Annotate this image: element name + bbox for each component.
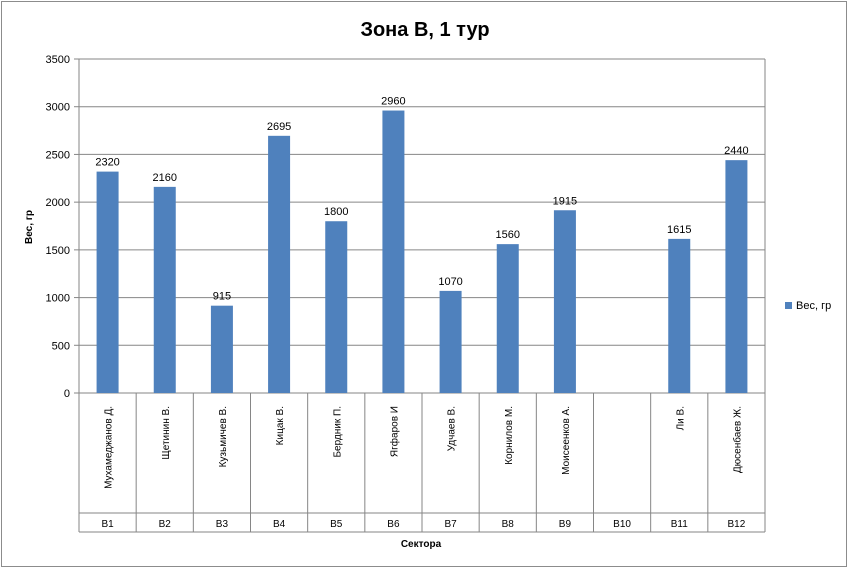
y-tick-label: 1000 bbox=[46, 293, 70, 305]
data-label: 1070 bbox=[438, 276, 462, 288]
bar bbox=[210, 305, 233, 393]
category-name-label: Кузьмичев В. bbox=[218, 406, 229, 467]
legend-swatch bbox=[785, 302, 792, 309]
sector-label: В10 bbox=[613, 519, 631, 530]
sector-label: В11 bbox=[671, 519, 688, 530]
bar bbox=[268, 135, 291, 393]
sector-label: В2 bbox=[159, 519, 172, 530]
data-label: 1915 bbox=[553, 195, 577, 207]
bar bbox=[496, 244, 519, 393]
y-tick-label: 0 bbox=[64, 388, 70, 400]
y-tick-label: 2000 bbox=[46, 197, 70, 209]
category-name-label: Корнилов М. bbox=[504, 406, 515, 465]
y-tick-label: 3500 bbox=[46, 54, 70, 66]
category-name-label: Кицак В. bbox=[275, 406, 286, 445]
y-axis-title: Вес, гр bbox=[24, 210, 35, 244]
category-name-label: Моисеенков А. bbox=[561, 406, 572, 475]
category-name-label: Ягфаров И bbox=[388, 406, 400, 457]
y-tick-label: 1500 bbox=[46, 245, 70, 257]
data-label: 2160 bbox=[153, 172, 177, 184]
data-label: 2695 bbox=[267, 121, 291, 133]
y-tick-label: 2500 bbox=[46, 149, 70, 161]
bar bbox=[325, 221, 348, 393]
data-label: 1615 bbox=[667, 224, 691, 236]
bar bbox=[96, 171, 119, 393]
axes: 0 500 1000 1500 2000 2500 3000 3500 Мухамеджанов… bbox=[46, 54, 766, 533]
legend-label: Вес, гр bbox=[796, 300, 831, 312]
category-name-label: Ли В. bbox=[675, 406, 686, 430]
data-label: 2440 bbox=[724, 145, 748, 157]
sector-label: В3 bbox=[216, 519, 229, 530]
chart-title: Зона В, 1 тур bbox=[360, 19, 489, 41]
data-label: 2960 bbox=[381, 96, 405, 108]
category-name-label: Мухамеджанов Д. bbox=[104, 406, 115, 489]
grid bbox=[79, 58, 765, 394]
y-tick-label: 3000 bbox=[46, 102, 70, 114]
sector-label: В1 bbox=[101, 519, 114, 530]
sector-label: В8 bbox=[502, 519, 515, 530]
sector-label: В9 bbox=[559, 519, 572, 530]
bar bbox=[725, 160, 748, 393]
category-name-label: Удчаев В. bbox=[447, 406, 458, 451]
category-name-label: Бердник П. bbox=[332, 406, 343, 458]
sector-label: В7 bbox=[444, 519, 457, 530]
data-label: 1560 bbox=[496, 229, 520, 241]
data-label: 915 bbox=[213, 291, 231, 303]
bar bbox=[668, 238, 691, 393]
sector-label: В6 bbox=[387, 519, 400, 530]
data-label: 1800 bbox=[324, 206, 348, 218]
bar bbox=[553, 210, 576, 393]
bar bbox=[153, 186, 176, 393]
sector-label: В5 bbox=[330, 519, 343, 530]
category-name-label: Щетинин В. bbox=[161, 406, 172, 460]
sector-label: В4 bbox=[273, 519, 286, 530]
data-label: 2320 bbox=[95, 157, 119, 169]
y-tick-label: 500 bbox=[52, 340, 70, 352]
legend: Вес, гр bbox=[785, 300, 831, 312]
x-axis-title: Сектора bbox=[401, 539, 442, 550]
bar bbox=[439, 290, 462, 393]
bars bbox=[96, 110, 748, 393]
bar bbox=[382, 110, 405, 393]
data-labels: 2320 2160 915 2695 1800 2960 1070 1560 1915 1615 2… bbox=[95, 96, 748, 303]
sector-label: В12 bbox=[728, 519, 746, 530]
category-name-label: Дюсенбаев Ж. bbox=[731, 406, 743, 473]
